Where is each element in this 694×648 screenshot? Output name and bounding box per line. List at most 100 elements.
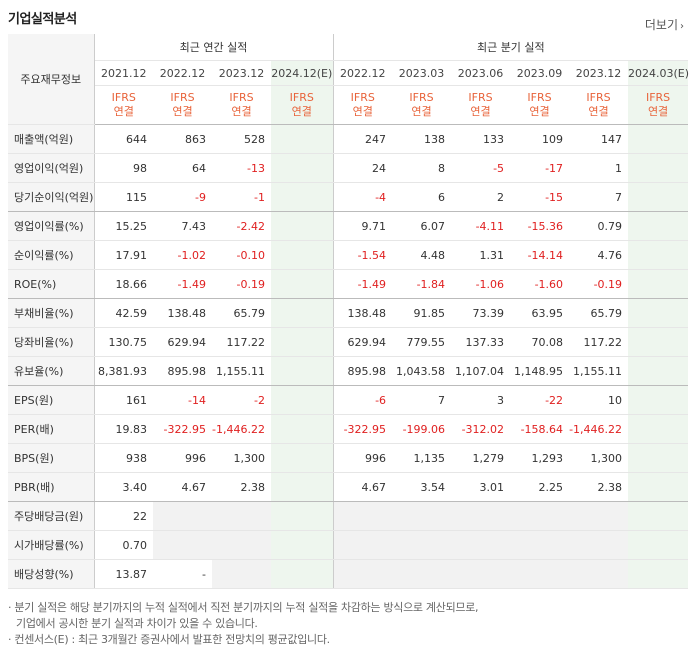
value-cell: 895.98 [153, 356, 212, 386]
value-cell: 15.25 [94, 211, 153, 241]
value-cell: 1,300 [212, 443, 271, 473]
period-header: 2023.06 [451, 60, 511, 86]
row-label: 매출액(억원) [8, 124, 95, 154]
value-cell: -15 [510, 182, 570, 212]
value-cell: - [153, 559, 212, 589]
value-cell [153, 501, 212, 531]
value-cell [271, 182, 334, 212]
ifrs-label: IFRS 연결 [153, 85, 212, 125]
period-header: 2024.03(E) [628, 60, 689, 86]
value-cell: 1,300 [569, 443, 629, 473]
ifrs-label: IFRS 연결 [451, 85, 511, 125]
row-label: 영업이익률(%) [8, 211, 95, 241]
value-cell [569, 501, 629, 531]
value-cell: 2.38 [212, 472, 271, 502]
value-cell: 938 [94, 443, 153, 473]
value-cell: 63.95 [510, 298, 570, 328]
value-cell: -1.49 [153, 269, 212, 299]
value-cell: 1 [569, 153, 629, 183]
value-cell [153, 530, 212, 560]
chevron-right-icon: › [680, 21, 684, 32]
value-cell: 8 [392, 153, 452, 183]
value-cell [628, 298, 689, 328]
value-cell [628, 385, 689, 415]
value-cell [271, 530, 334, 560]
value-cell: 7 [569, 182, 629, 212]
ifrs-label: IFRS 연결 [94, 85, 153, 125]
value-cell: 70.08 [510, 327, 570, 357]
row-label: 부채비율(%) [8, 298, 95, 328]
value-cell: 1,135 [392, 443, 452, 473]
value-cell: 1,155.11 [212, 356, 271, 386]
value-cell: -1.54 [333, 240, 393, 270]
value-cell [628, 327, 689, 357]
table-row: PER(배) 19.83 -322.95 -1,446.22 -322.95 -199.0… [8, 414, 689, 444]
value-cell: 996 [153, 443, 212, 473]
value-cell: 3.54 [392, 472, 452, 502]
period-header: 2023.03 [392, 60, 452, 86]
value-cell: -158.64 [510, 414, 570, 444]
value-cell [271, 298, 334, 328]
value-cell: 9.71 [333, 211, 393, 241]
table-row: EPS(원) 161 -14 -2 -6 7 3 -22 10 [8, 385, 689, 415]
value-cell: 3.40 [94, 472, 153, 502]
value-cell [271, 385, 334, 415]
value-cell [628, 559, 689, 589]
row-label: PER(배) [8, 414, 95, 444]
value-cell [392, 530, 452, 560]
value-cell: -9 [153, 182, 212, 212]
ifrs-label: IFRS 연결 [333, 85, 393, 125]
value-cell: 138.48 [333, 298, 393, 328]
row-label: EPS(원) [8, 385, 95, 415]
value-cell: 4.76 [569, 240, 629, 270]
value-cell [271, 356, 334, 386]
value-cell: 133 [451, 124, 511, 154]
row-label-header: 주요재무정보 [8, 34, 95, 125]
value-cell: 1,043.58 [392, 356, 452, 386]
more-link[interactable]: 더보기 › [645, 16, 684, 33]
period-header: 2022.12 [153, 60, 212, 86]
ifrs-label: IFRS 연결 [271, 85, 334, 125]
value-cell: 3 [451, 385, 511, 415]
value-cell [271, 327, 334, 357]
value-cell: -17 [510, 153, 570, 183]
row-label: 시가배당률(%) [8, 530, 95, 560]
value-cell: 130.75 [94, 327, 153, 357]
value-cell: 1,293 [510, 443, 570, 473]
value-cell [628, 530, 689, 560]
table-row: PBR(배) 3.40 4.67 2.38 4.67 3.54 3.01 2.25 2.38 [8, 472, 689, 502]
period-header: 2022.12 [333, 60, 393, 86]
value-cell: -13 [212, 153, 271, 183]
footnote-2: 기업에서 공시한 분기 실적과 차이가 있을 수 있습니다. [16, 617, 258, 630]
value-cell: 17.91 [94, 240, 153, 270]
footnote-3: · 컨센서스(E) : 최근 3개월간 증권사에서 발표한 전망치의 평균값입니… [8, 633, 330, 646]
value-cell: -0.19 [569, 269, 629, 299]
value-cell: -1.84 [392, 269, 452, 299]
value-cell: 138 [392, 124, 452, 154]
value-cell [451, 559, 511, 589]
period-header: 2024.12(E) [271, 60, 334, 86]
table-row: BPS(원) 938 996 1,300 996 1,135 1,279 1,293 1,300 [8, 443, 689, 473]
table-row: ROE(%) 18.66 -1.49 -0.19 -1.49 -1.84 -1.06 -1.6… [8, 269, 689, 299]
value-cell [628, 414, 689, 444]
value-cell: 65.79 [569, 298, 629, 328]
value-cell [628, 211, 689, 241]
value-cell: 1,155.11 [569, 356, 629, 386]
value-cell: 1,148.95 [510, 356, 570, 386]
financial-table: 주요재무정보 최근 연간 실적 최근 분기 실적 2021.12 2022.12 2023… [8, 34, 689, 589]
value-cell [333, 530, 393, 560]
value-cell: -1,446.22 [212, 414, 271, 444]
row-label: BPS(원) [8, 443, 95, 473]
value-cell: 629.94 [153, 327, 212, 357]
more-label: 더보기 [644, 18, 678, 32]
value-cell: -0.10 [212, 240, 271, 270]
value-cell: 1,107.04 [451, 356, 511, 386]
ifrs-label: IFRS 연결 [510, 85, 570, 125]
value-cell: -15.36 [510, 211, 570, 241]
row-label: 당기순이익(억원) [8, 182, 95, 212]
value-cell [628, 269, 689, 299]
value-cell [271, 211, 334, 241]
value-cell: 8,381.93 [94, 356, 153, 386]
value-cell [510, 559, 570, 589]
